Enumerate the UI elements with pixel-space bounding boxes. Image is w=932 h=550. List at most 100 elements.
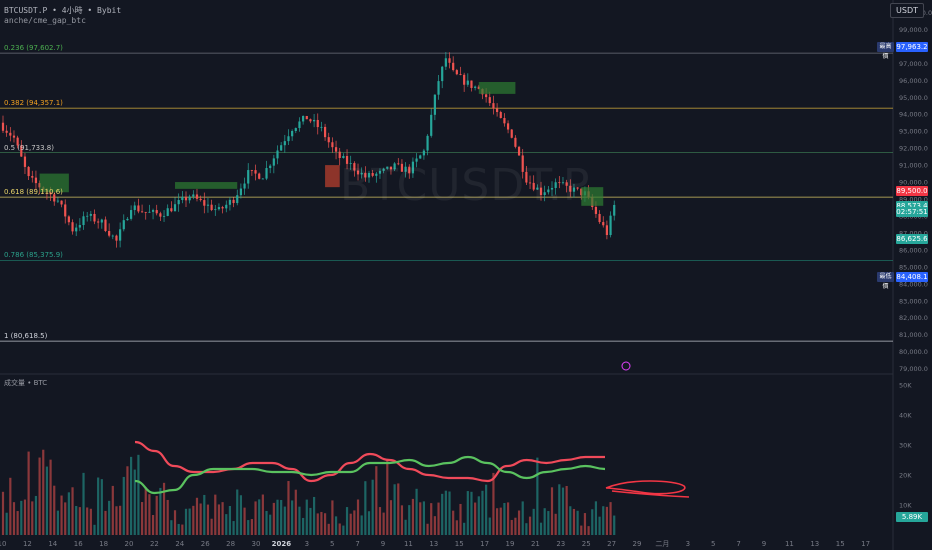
candle-body bbox=[71, 222, 74, 232]
candle-body bbox=[452, 62, 455, 71]
candle-body bbox=[228, 199, 232, 205]
candle-body bbox=[536, 187, 539, 190]
volume-bar bbox=[320, 511, 323, 535]
volume-bar bbox=[140, 502, 144, 535]
cme-gap-box bbox=[175, 182, 238, 189]
time-axis-label: 22 bbox=[150, 540, 159, 548]
time-axis-label: 5 bbox=[711, 540, 715, 548]
candle-body bbox=[261, 178, 264, 180]
candle-body bbox=[422, 150, 425, 156]
time-axis-label: 15 bbox=[836, 540, 845, 548]
volume-bar bbox=[155, 495, 158, 535]
symbol-title[interactable]: BTCUSDT.P • 4小時 • Bybit bbox=[4, 6, 122, 15]
candle-body bbox=[397, 163, 400, 165]
time-axis-label: 26 bbox=[201, 540, 210, 548]
volume-bar bbox=[291, 500, 294, 535]
candle-body bbox=[49, 192, 52, 195]
price-axis-tick: 82,000.0 bbox=[899, 314, 928, 322]
candle-body bbox=[108, 231, 111, 236]
indicator-name[interactable]: anche/cme_gap_btc bbox=[4, 16, 86, 25]
time-axis-label: 7 bbox=[736, 540, 740, 548]
volume-bar bbox=[474, 502, 477, 535]
volume-bar bbox=[287, 481, 290, 535]
fib-level-label: 0.786 (85,375.9) bbox=[4, 251, 63, 260]
candle-body bbox=[86, 215, 89, 217]
volume-bar bbox=[558, 484, 561, 535]
candle-body bbox=[342, 155, 345, 158]
volume-bar bbox=[93, 524, 96, 535]
time-axis-label: 29 bbox=[633, 540, 642, 548]
candle-body bbox=[448, 58, 451, 63]
candle-body bbox=[576, 187, 579, 189]
candle-body bbox=[20, 145, 23, 157]
candle-body bbox=[521, 155, 524, 172]
candle-body bbox=[386, 166, 389, 169]
volume-bars bbox=[1, 449, 616, 535]
volume-bar bbox=[455, 520, 458, 535]
volume-bar bbox=[159, 487, 162, 535]
candle-body bbox=[539, 187, 543, 196]
volume-bar bbox=[419, 502, 422, 535]
price-axis-tick: 81,000.0 bbox=[899, 331, 928, 339]
candle-body bbox=[217, 207, 221, 210]
volume-axis-tick: 30K bbox=[899, 442, 912, 450]
candle-body bbox=[514, 137, 517, 147]
candle-body bbox=[60, 200, 63, 205]
volume-bar bbox=[247, 520, 250, 535]
time-axis-label: 18 bbox=[99, 540, 108, 548]
volume-bar bbox=[166, 499, 169, 535]
volume-bar bbox=[104, 510, 107, 535]
candle-body bbox=[316, 119, 319, 128]
volume-pane-title[interactable]: 成交量 • BTC bbox=[4, 379, 48, 387]
candles bbox=[1, 51, 616, 248]
volume-bar bbox=[148, 494, 151, 535]
volume-bar bbox=[525, 523, 528, 535]
volume-bar bbox=[16, 511, 19, 535]
time-axis-label: 10 bbox=[0, 540, 6, 548]
volume-bar bbox=[206, 504, 210, 535]
currency-button[interactable]: USDT bbox=[890, 3, 924, 18]
candle-body bbox=[173, 204, 177, 212]
volume-bar bbox=[594, 501, 598, 535]
volume-bar bbox=[210, 518, 213, 535]
volume-bar bbox=[195, 497, 199, 535]
volume-bar bbox=[151, 515, 155, 535]
fib-level-label: 0.382 (94,357.1) bbox=[4, 99, 63, 108]
volume-bar bbox=[173, 510, 177, 535]
cme-gap-box bbox=[325, 165, 340, 188]
candle-body bbox=[177, 200, 180, 205]
volume-bar bbox=[1, 491, 5, 535]
volume-bar bbox=[565, 485, 568, 535]
volume-bar bbox=[294, 489, 297, 535]
volume-bar bbox=[137, 454, 140, 535]
volume-bar bbox=[67, 492, 70, 535]
volume-bar bbox=[543, 508, 546, 535]
time-axis-label: 9 bbox=[762, 540, 766, 548]
volume-bar bbox=[100, 479, 103, 535]
volume-bar bbox=[9, 477, 12, 535]
candle-body bbox=[133, 205, 136, 211]
volume-bar bbox=[448, 491, 451, 535]
candle-body bbox=[34, 177, 38, 184]
price-axis-tick: 96,000.0 bbox=[899, 77, 928, 85]
volume-bar bbox=[269, 514, 272, 535]
volume-bar bbox=[411, 498, 415, 535]
candle-body bbox=[214, 209, 217, 211]
time-axis-label: 21 bbox=[531, 540, 540, 548]
price-axis-tick: 83,000.0 bbox=[899, 297, 928, 305]
price-axis-tag: 89,500.0 bbox=[896, 185, 928, 196]
fib-level-label: 0.236 (97,602.7) bbox=[4, 44, 63, 53]
volume-bar bbox=[426, 523, 429, 535]
time-axis-label: 12 bbox=[23, 540, 32, 548]
candle-body bbox=[309, 119, 312, 122]
candle-body bbox=[294, 128, 297, 132]
time-axis-label: 16 bbox=[74, 540, 83, 548]
volume-bar bbox=[89, 508, 92, 535]
volume-bar bbox=[514, 517, 517, 535]
volume-bar bbox=[459, 503, 462, 535]
volume-bar bbox=[133, 469, 136, 535]
time-axis-label: 3 bbox=[305, 540, 309, 548]
volume-bar bbox=[111, 485, 114, 535]
volume-bar bbox=[82, 472, 85, 535]
